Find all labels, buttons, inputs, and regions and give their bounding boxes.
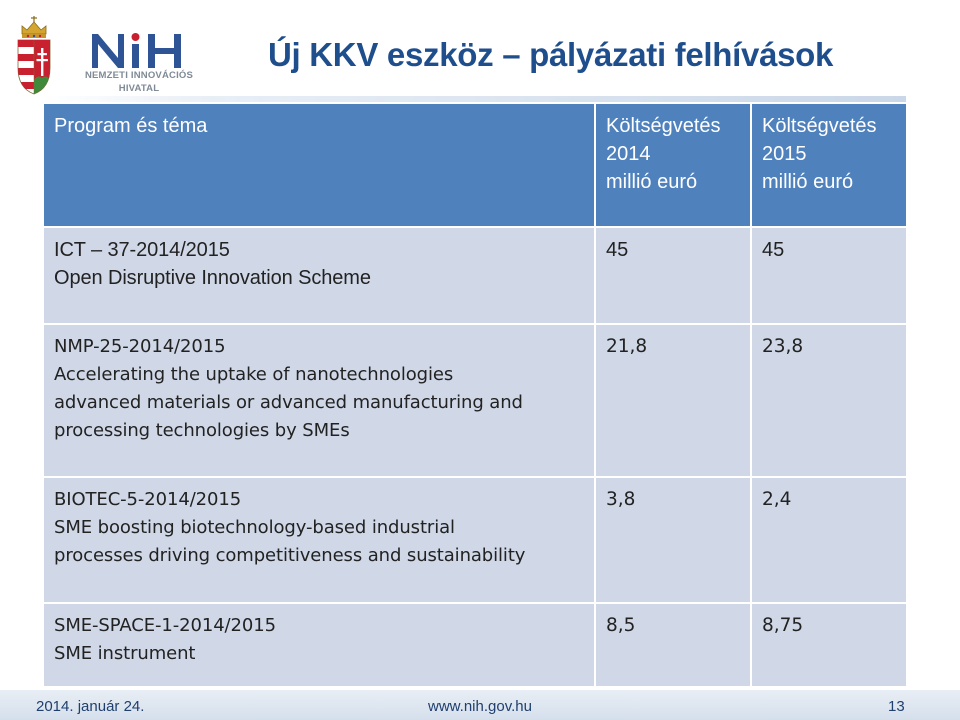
- budget-2014-cell: 8,5: [594, 602, 752, 688]
- header-program: Program és téma: [42, 102, 596, 228]
- budget-2014-cell: 45: [594, 226, 752, 325]
- header-budget-2014: Költségvetés 2014 millió euró: [594, 102, 752, 228]
- program-cell: NMP-25-2014/2015 Accelerating the uptake…: [42, 323, 596, 478]
- table-row: NMP-25-2014/2015 Accelerating the uptake…: [42, 323, 908, 478]
- program-cell: SME-SPACE-1-2014/2015 SME instrument: [42, 602, 596, 688]
- table-header-row: Program és téma Költségvetés 2014 millió…: [42, 102, 908, 228]
- hungarian-coat-of-arms-icon: [17, 16, 51, 95]
- logo-subtitle-line2: HIVATAL: [118, 83, 160, 94]
- footer-bar: 2014. január 24. www.nih.gov.hu 13: [0, 690, 960, 720]
- table-row: BIOTEC-5-2014/2015 SME boosting biotechn…: [42, 476, 908, 604]
- budget-2014-cell: 3,8: [594, 476, 752, 604]
- budget-2015-cell: 45: [750, 226, 908, 325]
- page-number: 13: [888, 698, 905, 715]
- budget-2015-cell: 23,8: [750, 323, 908, 478]
- program-cell: BIOTEC-5-2014/2015 SME boosting biotechn…: [42, 476, 596, 604]
- footer-date: 2014. január 24.: [36, 698, 145, 715]
- table-row: SME-SPACE-1-2014/2015 SME instrument 8,5…: [42, 602, 908, 688]
- program-cell: ICT – 37-2014/2015 Open Disruptive Innov…: [42, 226, 596, 325]
- logo-subtitle-line1: NEMZETI INNOVÁCIÓS: [84, 70, 194, 81]
- nih-logo: NEMZETI INNOVÁCIÓS HIVATAL: [84, 26, 194, 98]
- footer-website-link[interactable]: www.nih.gov.hu: [428, 698, 532, 715]
- slide-title: Új KKV eszköz – pályázati felhívások: [268, 36, 834, 73]
- budget-2015-cell: 8,75: [750, 602, 908, 688]
- header-budget-2015: Költségvetés 2015 millió euró: [750, 102, 908, 228]
- title-underline: [42, 96, 906, 102]
- budget-table: Program és téma Költségvetés 2014 millió…: [42, 102, 908, 688]
- budget-2014-cell: 21,8: [594, 323, 752, 478]
- budget-2015-cell: 2,4: [750, 476, 908, 604]
- nih-wordmark-icon: [92, 33, 181, 68]
- table-row: ICT – 37-2014/2015 Open Disruptive Innov…: [42, 226, 908, 325]
